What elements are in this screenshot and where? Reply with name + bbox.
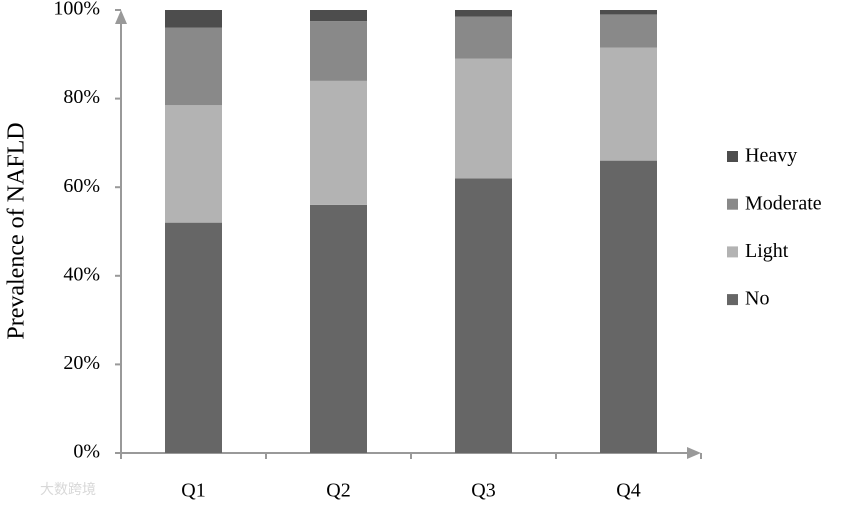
bar-segment: [455, 58, 512, 179]
bar-segment: [455, 178, 512, 453]
legend-swatch: [727, 151, 738, 162]
watermark: 大数跨境: [40, 482, 96, 498]
x-tick-label: Q4: [616, 480, 640, 502]
bar-segment: [310, 204, 367, 453]
bar-segment: [165, 27, 222, 106]
bar-segment: [600, 160, 657, 453]
x-tick-label: Q1: [181, 480, 205, 502]
y-tick-label: 20%: [63, 352, 100, 374]
y-tick-label: 0%: [73, 441, 100, 463]
legend-label: Light: [745, 240, 789, 262]
x-tick-label: Q3: [471, 480, 495, 502]
bar-segment: [455, 10, 512, 17]
bar-segment: [600, 47, 657, 161]
legend-swatch: [727, 246, 738, 258]
y-tick-label: 100%: [53, 0, 100, 20]
bar-segment: [455, 16, 512, 59]
y-tick-label: 40%: [63, 263, 100, 285]
bar-segment: [165, 10, 222, 28]
legend-label: Heavy: [745, 145, 797, 167]
legend-label: No: [745, 288, 769, 310]
bar-segment: [600, 14, 657, 48]
bar-segment: [310, 10, 367, 22]
y-tick-label: 80%: [63, 86, 100, 108]
bar-segment: [165, 105, 222, 223]
x-axis-arrow: [687, 447, 701, 459]
bar-segment: [600, 10, 657, 15]
legend-swatch: [727, 294, 738, 306]
bar-segment: [310, 21, 367, 81]
y-axis-label: Prevalence of NAFLD: [4, 122, 30, 339]
bar-segment: [165, 222, 222, 453]
x-tick-label: Q2: [326, 480, 350, 502]
y-axis-arrow: [115, 10, 127, 24]
legend-swatch: [727, 198, 738, 210]
y-tick-label: 60%: [63, 175, 100, 197]
legend-label: Moderate: [745, 192, 822, 214]
bar-segment: [310, 80, 367, 205]
